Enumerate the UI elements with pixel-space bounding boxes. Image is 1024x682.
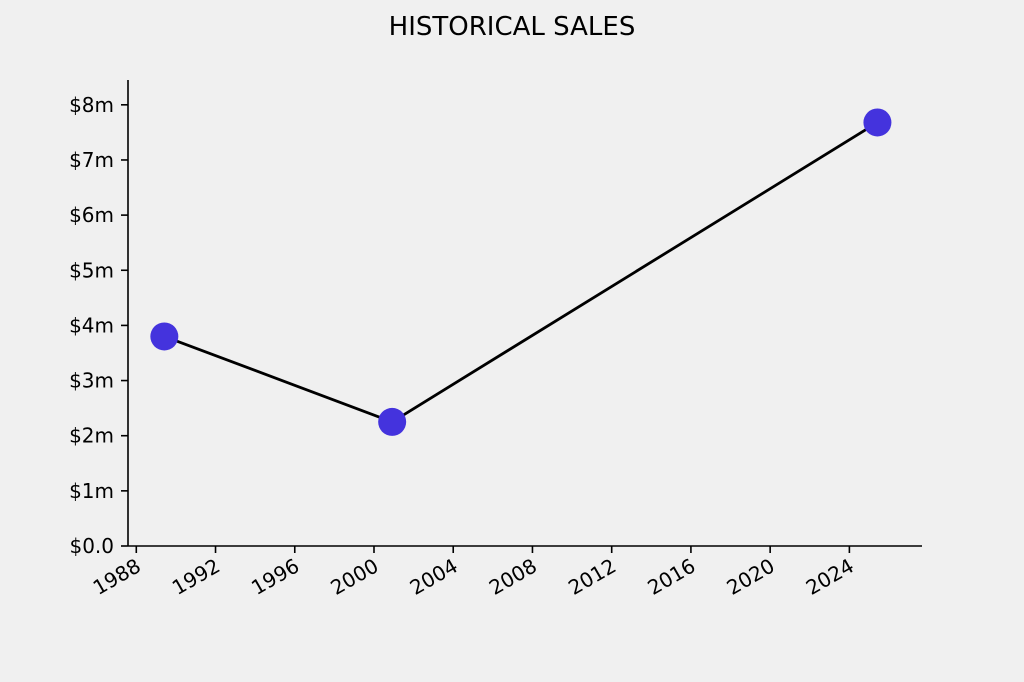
x-tick-label: 1988	[89, 554, 145, 600]
data-point	[378, 407, 407, 436]
x-tick-label: 1992	[168, 554, 224, 600]
y-tick-label: $7m	[69, 148, 114, 172]
y-tick-label: $4m	[69, 313, 114, 337]
x-tick-label: 2000	[326, 554, 382, 600]
y-tick-label: $6m	[69, 203, 114, 227]
y-tick-label: $2m	[69, 424, 114, 448]
x-tick-label: 2008	[485, 554, 541, 600]
axes: $0.0 $1m $2m $3m $4m $5m $6m $7m $8m 1988 1992 1996…	[69, 80, 922, 600]
y-tick-label: $8m	[69, 93, 114, 117]
chart-title: HISTORICAL SALES	[389, 12, 636, 42]
x-tick-label: 2012	[564, 554, 620, 600]
series-layer	[150, 108, 892, 436]
x-tick-label: 1996	[247, 554, 303, 600]
y-tick-label: $0.0	[69, 534, 114, 558]
x-tick-label: 2024	[802, 554, 858, 600]
x-tick-label: 2020	[723, 554, 779, 600]
data-point	[150, 322, 179, 351]
y-tick-label: $5m	[69, 258, 114, 282]
y-tick-label: $3m	[69, 369, 114, 393]
x-tick-label: 2016	[643, 554, 699, 600]
data-point	[863, 108, 892, 137]
y-tick-label: $1m	[69, 479, 114, 503]
x-tick-label: 2004	[406, 554, 462, 600]
series-line	[163, 121, 879, 424]
